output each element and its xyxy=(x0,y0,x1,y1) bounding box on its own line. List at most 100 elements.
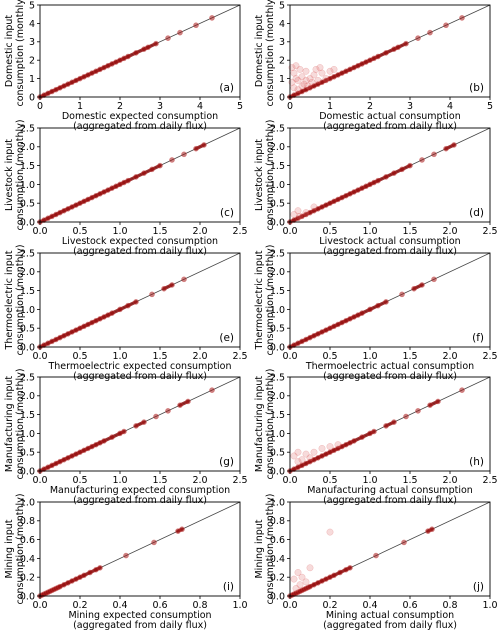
x-tick-label: 0.6 xyxy=(152,600,167,611)
data-point xyxy=(459,15,465,21)
y-tick-label: 0.0 xyxy=(20,342,35,353)
data-point xyxy=(435,398,441,405)
x-axis-label: Thermoelectric actual consumption xyxy=(305,361,474,372)
x-tick-label: 0 xyxy=(287,101,293,112)
x-tick-label: 1.0 xyxy=(112,351,127,362)
data-point xyxy=(169,157,175,163)
x-axis-label: (aggregated from daily flux) xyxy=(73,371,207,382)
x-axis-label: Manufacturing expected consumption xyxy=(50,485,230,496)
y-tick-label: 1.0 xyxy=(20,429,35,440)
y-tick-label: 0.5 xyxy=(20,199,35,210)
y-tick-label: 2.5 xyxy=(20,248,35,259)
y-axis-label: Manufacturing input xyxy=(4,376,15,473)
plot-frame xyxy=(39,501,241,597)
data-point-outlier xyxy=(296,65,304,73)
plot-frame xyxy=(289,501,491,597)
y-tick-label: 1.0 xyxy=(20,180,35,191)
data-point xyxy=(427,402,433,409)
data-point xyxy=(87,569,93,576)
panel-label: (f) xyxy=(472,332,484,344)
data-point-outlier xyxy=(310,203,318,211)
plot-frame xyxy=(39,127,241,223)
data-point xyxy=(193,145,199,152)
x-tick-label: 1.5 xyxy=(402,351,417,362)
data-point xyxy=(383,174,389,180)
x-tick-label: 2.5 xyxy=(232,226,247,237)
x-axis-label: (aggregated from daily flux) xyxy=(323,121,457,132)
y-tick-label: 1.5 xyxy=(270,161,285,172)
data-point xyxy=(383,49,389,56)
data-point xyxy=(407,162,413,169)
y-axis-label: Thermoelectric input xyxy=(254,250,265,350)
y-axis-label: Domestic input xyxy=(4,15,15,87)
y-axis-label: Livestock input xyxy=(254,139,265,211)
data-point xyxy=(81,572,87,579)
data-point-outlier xyxy=(292,62,300,70)
data-point-outlier xyxy=(294,569,302,576)
data-point-outlier xyxy=(318,69,326,77)
data-point xyxy=(375,177,381,184)
panel-label: (j) xyxy=(473,581,484,593)
panel-label: (h) xyxy=(469,456,484,468)
data-point xyxy=(121,428,127,435)
x-tick-label: 0.6 xyxy=(402,600,417,611)
data-point xyxy=(347,564,353,571)
data-point-outlier xyxy=(306,454,314,462)
y-axis-label: consumption (monthly) xyxy=(15,368,26,479)
x-tick-label: 1.0 xyxy=(112,226,127,237)
data-point xyxy=(451,142,457,148)
data-point-outlier xyxy=(302,578,310,586)
y-tick-label: 2.5 xyxy=(20,123,35,134)
x-tick-label: 3 xyxy=(407,101,413,112)
data-point xyxy=(383,299,389,305)
data-point xyxy=(443,145,449,152)
y-axis-label: Mining input xyxy=(254,519,265,578)
x-axis-label: (aggregated from daily flux) xyxy=(323,371,457,382)
y-tick-label: 2 xyxy=(279,56,285,67)
x-tick-label: 0.5 xyxy=(322,475,337,486)
y-axis-label: Domestic input xyxy=(254,15,265,87)
y-tick-label: 1.0 xyxy=(20,305,35,316)
y-tick-label: 2 xyxy=(29,56,35,67)
data-point-outlier xyxy=(294,207,302,215)
data-point-outlier xyxy=(302,67,310,75)
x-tick-label: 0.5 xyxy=(322,351,337,362)
data-point xyxy=(419,157,425,163)
x-tick-label: 1.5 xyxy=(152,351,167,362)
data-point xyxy=(331,572,337,579)
y-tick-label: 0.4 xyxy=(270,554,285,565)
x-tick-label: 2.0 xyxy=(192,475,207,486)
x-tick-label: 5 xyxy=(487,101,493,112)
y-tick-label: 2.0 xyxy=(20,267,35,278)
x-tick-label: 3 xyxy=(157,101,163,112)
y-tick-label: 0.5 xyxy=(270,199,285,210)
data-point xyxy=(359,434,365,441)
data-point xyxy=(209,15,215,21)
data-point xyxy=(459,387,465,394)
data-point xyxy=(337,569,343,576)
x-tick-label: 2.0 xyxy=(442,475,457,486)
x-axis-label: Thermoelectric expected consumption xyxy=(47,361,231,372)
x-tick-label: 1.5 xyxy=(402,475,417,486)
data-point xyxy=(375,302,381,309)
y-tick-label: 4 xyxy=(29,19,35,30)
data-point-outlier xyxy=(306,75,314,83)
data-point-outlier xyxy=(292,75,300,83)
x-tick-label: 2.5 xyxy=(482,475,497,486)
x-tick-label: 0.4 xyxy=(112,600,127,611)
data-point xyxy=(101,438,107,444)
data-point-outlier xyxy=(298,73,306,81)
y-axis-label: consumption (monthly) xyxy=(265,0,276,107)
x-axis-label: Domestic actual consumption xyxy=(319,111,461,122)
y-tick-label: 2.0 xyxy=(270,267,285,278)
data-point-outlier xyxy=(314,76,322,84)
y-axis-label: Thermoelectric input xyxy=(4,250,15,350)
data-point-outlier xyxy=(312,65,320,73)
x-tick-label: 0.2 xyxy=(322,600,337,611)
y-tick-label: 0.5 xyxy=(270,324,285,335)
x-tick-label: 0.0 xyxy=(32,600,47,611)
data-point-outlier xyxy=(302,76,310,84)
y-tick-label: 1.0 xyxy=(270,305,285,316)
